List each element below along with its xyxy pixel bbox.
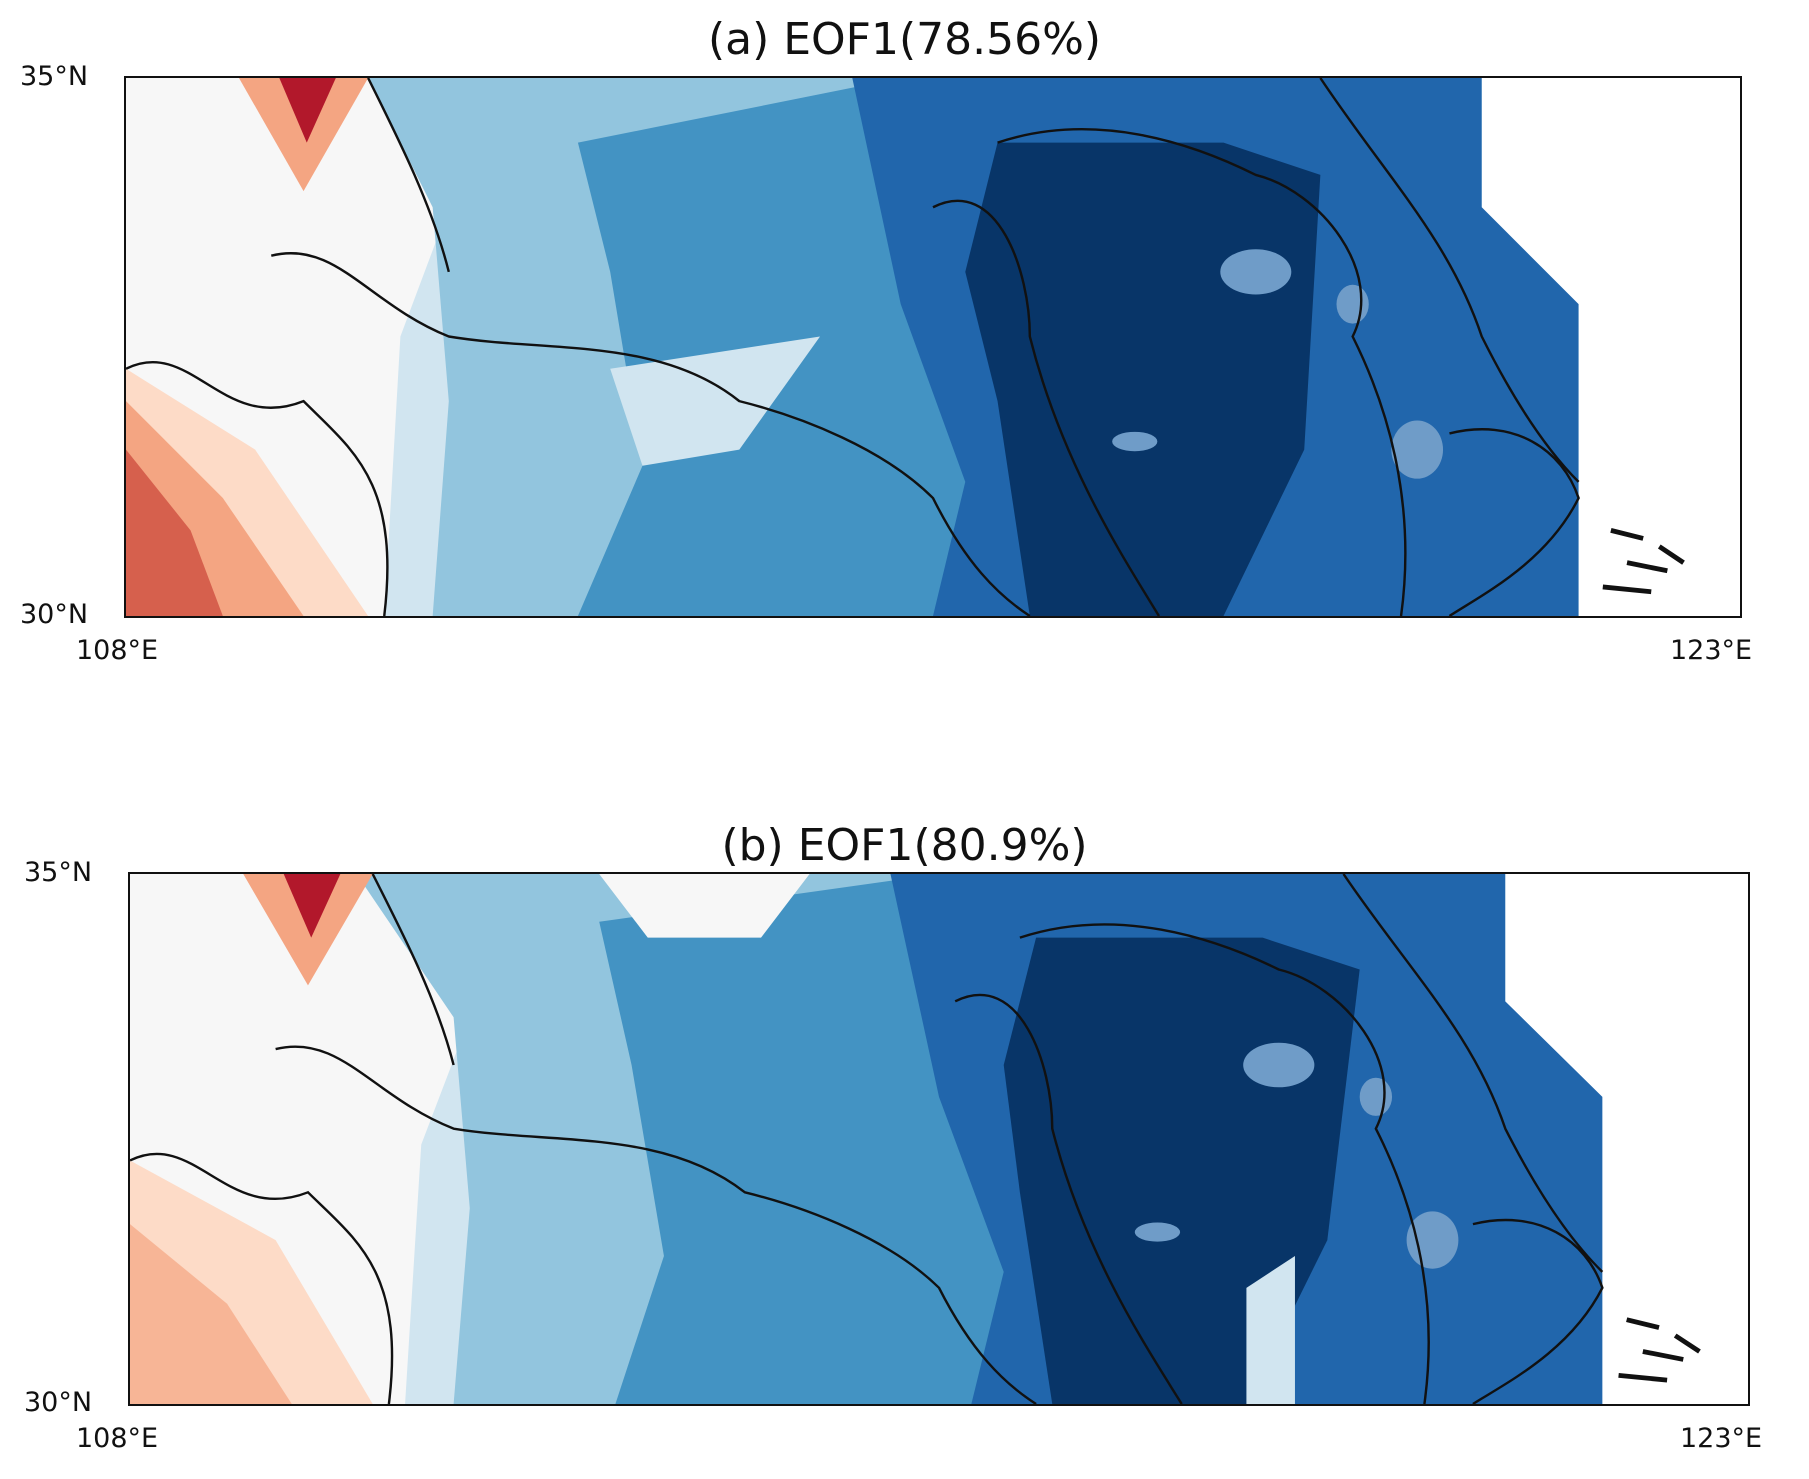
red-anomaly-bottom-mid — [130, 1224, 292, 1404]
pale-streak-south — [1246, 1255, 1295, 1404]
province-boundary-nw — [367, 78, 450, 273]
coastline-delta — [1472, 1218, 1604, 1404]
panel-b-lat-bottom-label: 30°N — [24, 1387, 93, 1418]
province-boundary-sw — [130, 1152, 394, 1404]
panel-b: (b) EOF1(80.9%) 35°N 30°N 108°E 123°E — [0, 800, 1809, 1479]
lake-1 — [1243, 1042, 1315, 1088]
panel-b-lon-left-label: 108°E — [76, 1423, 159, 1454]
panel-a-map — [124, 76, 1742, 618]
panel-b-lat-top-label: 35°N — [24, 857, 93, 888]
panel-a-lon-left-label: 108°E — [76, 635, 159, 666]
pale-streak-top — [599, 874, 810, 938]
coastline-delta — [1448, 428, 1580, 616]
province-boundary-sw — [126, 361, 389, 616]
red-anomaly-top-core — [279, 78, 336, 143]
province-boundary-central — [270, 252, 1031, 616]
lake-1 — [1220, 249, 1292, 295]
lake-3 — [1406, 1211, 1459, 1269]
panel-a-map-svg — [126, 78, 1740, 616]
panel-a-lon-right-label: 123°E — [1670, 635, 1753, 666]
red-anomaly-bottom-core — [126, 449, 223, 616]
lake-4 — [1134, 1222, 1181, 1242]
coastline — [1342, 874, 1604, 1273]
islands — [1602, 528, 1685, 595]
panel-b-map-svg — [130, 874, 1748, 1404]
province-boundary-east — [997, 128, 1407, 616]
lake-3 — [1391, 420, 1444, 479]
province-boundary-east — [1019, 923, 1430, 1404]
coastline — [1319, 78, 1580, 483]
lake-4 — [1112, 431, 1158, 452]
province-boundary-mid — [954, 993, 1183, 1404]
panel-a-lat-bottom-label: 30°N — [20, 599, 89, 630]
panel-a: (a) EOF1(78.56%) 35°N 30°N 108°E 123°E — [0, 0, 1809, 700]
lake-2 — [1336, 284, 1369, 324]
islands — [1618, 1317, 1701, 1383]
sea-area — [1505, 874, 1748, 1404]
red-anomaly-top-core — [283, 874, 341, 938]
sea-area — [1481, 78, 1740, 616]
pale-streak — [610, 336, 821, 466]
panel-b-map — [128, 872, 1750, 1406]
province-boundary-central — [275, 1045, 1037, 1404]
panel-b-title: (b) EOF1(80.9%) — [721, 820, 1088, 871]
lake-2 — [1359, 1077, 1393, 1116]
province-boundary-nw — [371, 874, 455, 1066]
panel-a-lat-top-label: 35°N — [20, 61, 89, 92]
province-boundary-mid — [932, 199, 1160, 616]
panel-b-lon-right-label: 123°E — [1680, 1423, 1763, 1454]
panel-a-title: (a) EOF1(78.56%) — [707, 14, 1102, 65]
